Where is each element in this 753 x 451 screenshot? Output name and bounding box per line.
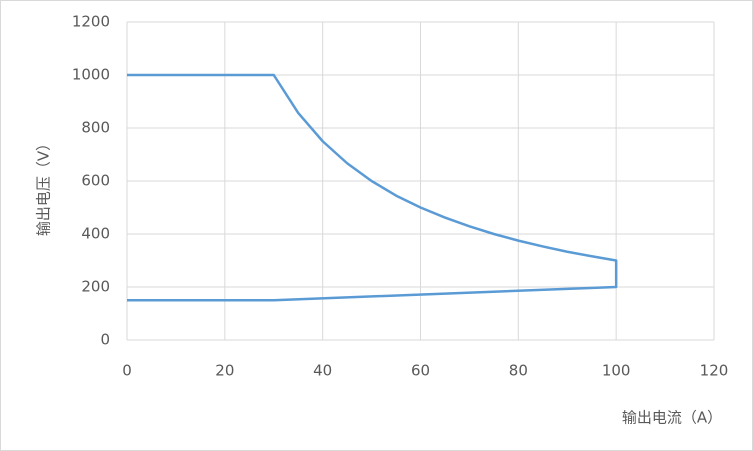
x-tick-label: 100 [602, 362, 631, 380]
y-tick-label: 600 [81, 172, 110, 190]
y-tick-label: 1000 [72, 66, 110, 84]
line [127, 73, 618, 302]
x-tick-label: 80 [509, 362, 528, 380]
y-tick-label: 1200 [72, 13, 110, 31]
x-tick-label: 60 [411, 362, 430, 380]
y-tick-label: 800 [81, 119, 110, 137]
y-axis-label: 输出电压（V） [35, 136, 53, 236]
x-axis-label: 输出电流（A） [622, 409, 722, 427]
y-tick-label: 200 [81, 278, 110, 296]
y-tick-label: 400 [81, 225, 110, 243]
x-tick-label: 0 [122, 362, 132, 380]
x-tick-label: 20 [215, 362, 234, 380]
x-tick-label: 120 [700, 362, 729, 380]
x-tick-label: 40 [313, 362, 332, 380]
y-tick-label: 0 [100, 331, 110, 349]
